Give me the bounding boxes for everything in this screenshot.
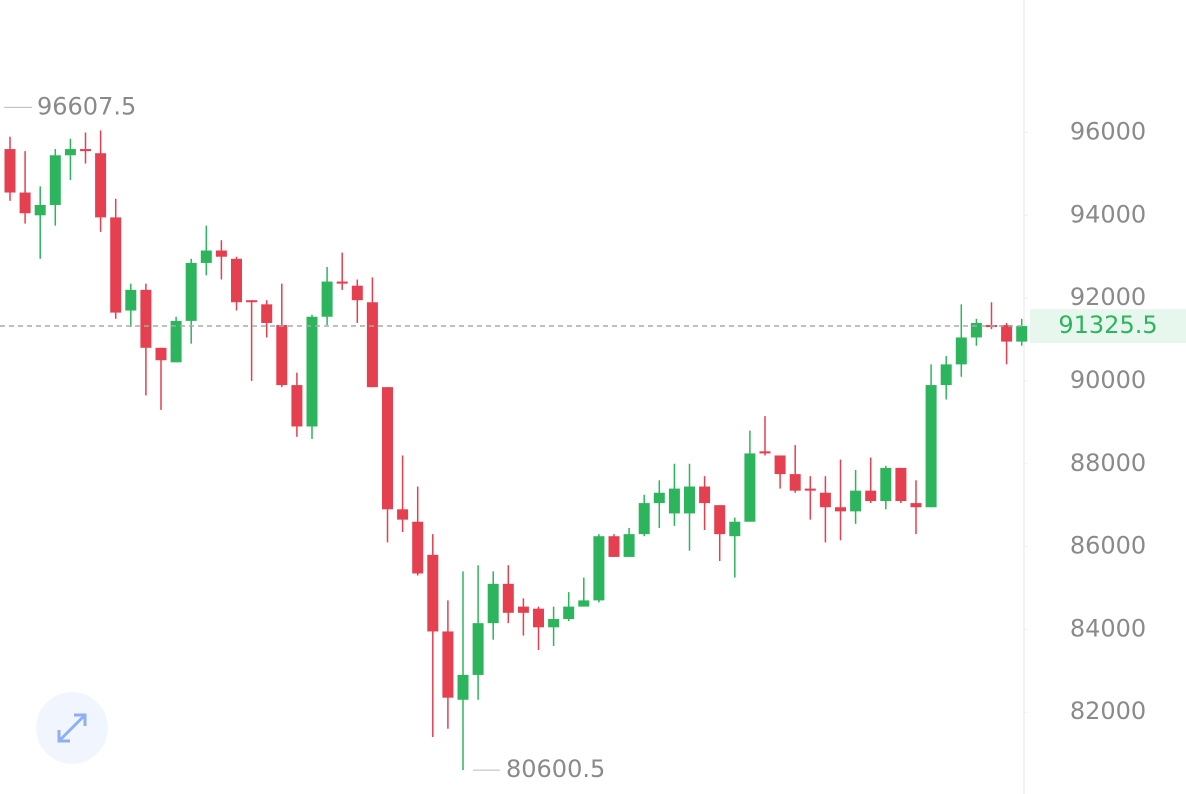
expand-button[interactable] [36,692,108,764]
candle-body [759,451,771,454]
candle-body [321,281,333,317]
candle-body [80,149,91,152]
y-tick-label: 84000 [1070,614,1146,642]
candle-body [819,492,831,508]
candle-body [246,300,258,303]
candle-body [955,337,967,365]
candle-body [578,600,590,607]
candle-body [412,521,424,574]
candle-body [789,474,801,491]
candle-body [140,289,152,348]
candle-body [382,387,393,510]
y-tick-label: 86000 [1070,532,1146,560]
candle-body [714,505,726,535]
candle-body [306,316,318,427]
y-tick-label: 82000 [1070,697,1146,725]
candle-body [563,606,575,620]
candle-body [925,385,937,508]
candle-body [593,536,605,601]
candle-body [1016,326,1028,342]
candle-body [34,204,46,216]
candle-body [774,455,786,475]
candle-body [442,631,454,698]
expand-icon [57,713,87,743]
candle-body [744,453,756,522]
candle-body [533,608,544,628]
candle-body [170,320,182,363]
y-tick-label: 90000 [1070,366,1146,394]
candle-body [623,534,635,557]
high-mark-label: 96607.5 [37,92,136,120]
last-price-label: 91325.5 [1058,311,1157,339]
candle-body [865,490,877,502]
candle-body [638,503,650,535]
candle-body [366,302,378,388]
candle-body [64,149,76,156]
candle-body [4,149,16,193]
candle-body [517,606,529,613]
candle-body [95,153,107,218]
low-mark-label: 80600.5 [506,755,605,783]
candle-body [231,258,242,303]
y-tick-label: 96000 [1070,118,1146,146]
candle-body [261,304,273,323]
candle-body [970,322,982,338]
candle-body [608,536,620,557]
candle-body [548,619,560,628]
candle-body [668,488,680,514]
candle-body [804,488,816,491]
candle-body [427,554,439,632]
candle-body [336,281,348,284]
candle-body [155,347,167,361]
candle-body [684,486,695,514]
candle-body [940,364,952,386]
candle-body [276,325,288,386]
candle-body [185,262,197,321]
candle-body [291,385,303,427]
candle-body [502,583,514,613]
candle-body [457,674,469,700]
candle-body [910,503,922,508]
y-tick-label: 88000 [1070,449,1146,477]
candle-body [487,583,499,624]
candle-body [215,250,227,257]
candle-body [1001,325,1013,342]
candle-body [699,486,711,504]
candle-body [880,467,892,502]
candle-body [850,490,862,512]
candle-body [49,155,61,205]
candle-body [200,250,212,263]
candle-body [125,289,137,311]
y-tick-label: 94000 [1070,200,1146,228]
candle-body [110,217,122,313]
candle-body [472,623,484,675]
y-tick-label: 92000 [1070,283,1146,311]
candle-body [835,507,846,512]
last-price-bg [1030,309,1186,344]
candle-body [19,192,31,214]
candle-body [653,492,665,504]
candle-body [351,285,363,301]
candle-body [729,521,741,537]
candle-body [895,467,907,502]
candle-body [397,509,409,520]
